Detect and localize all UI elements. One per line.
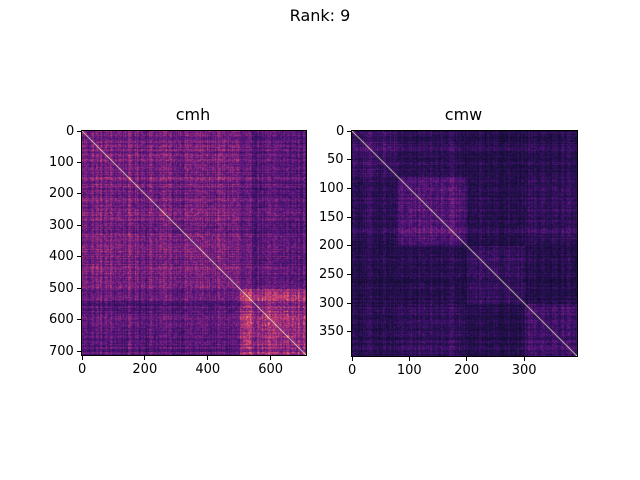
y-tick-label: 0 [336,123,345,139]
y-tick-label: 700 [49,343,74,359]
x-tick [207,356,209,360]
figure-suptitle: Rank: 9 [289,6,351,25]
x-tick [144,356,146,360]
x-tick [351,357,353,361]
y-tick [347,331,351,333]
x-tick [270,356,272,360]
x-tick [408,357,410,361]
x-tick-label: 0 [78,362,87,377]
y-tick-label: 250 [319,266,344,282]
y-tick-label: 50 [327,152,344,168]
heatmap-image [351,130,578,357]
y-tick [77,130,81,132]
y-tick [77,161,81,163]
y-tick [347,216,351,218]
y-tick [347,302,351,304]
y-tick [77,193,81,195]
y-tick-label: 350 [319,324,344,340]
y-tick [77,287,81,289]
x-tick-label: 300 [511,363,537,378]
y-tick-label: 300 [49,217,74,233]
y-tick-label: 100 [319,180,344,196]
x-tick-label: 200 [454,363,480,378]
y-tick [77,224,81,226]
heatmap-title: cmh [175,105,211,124]
y-tick-label: 150 [319,209,344,225]
y-tick-label: 300 [319,295,344,311]
y-tick [347,245,351,247]
y-tick [347,159,351,161]
y-tick [347,273,351,275]
y-tick-label: 200 [319,238,344,254]
y-tick [77,256,81,258]
heatmap-image [81,130,307,356]
y-tick-label: 400 [49,249,74,265]
y-tick-label: 600 [49,312,74,328]
x-tick [523,357,525,361]
y-tick [77,319,81,321]
y-tick [77,350,81,352]
y-tick [347,187,351,189]
heatmap-title: cmw [444,105,483,124]
x-tick [466,357,468,361]
y-tick-label: 100 [49,154,74,170]
x-tick-label: 600 [258,362,284,377]
x-tick [81,356,83,360]
x-tick-label: 100 [396,363,422,378]
y-tick [347,130,351,132]
x-tick-label: 400 [195,362,221,377]
x-tick-label: 200 [132,362,158,377]
y-tick-label: 0 [66,123,75,139]
y-tick-label: 200 [49,186,74,202]
x-tick-label: 0 [348,363,357,378]
y-tick-label: 500 [49,280,74,296]
